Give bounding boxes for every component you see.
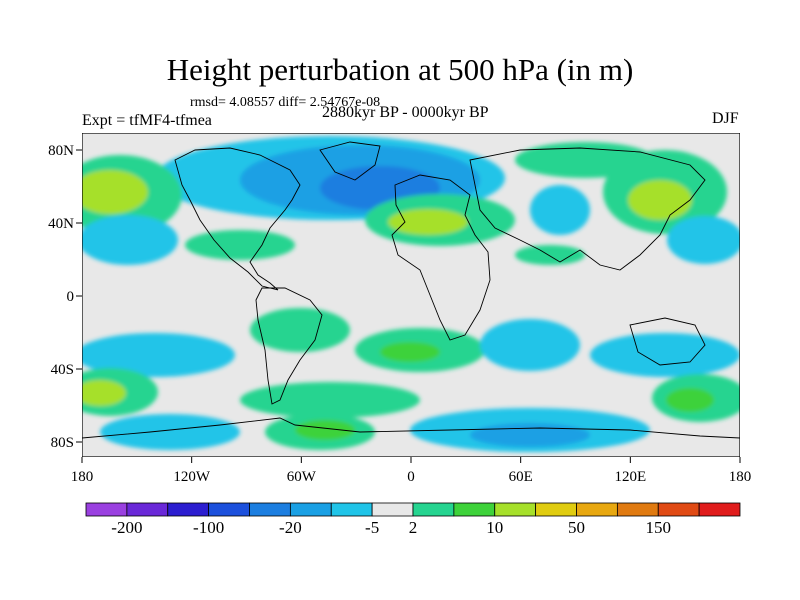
x-tick-label: 0 <box>407 469 415 485</box>
coastline-africa-europe <box>391 174 491 341</box>
experiment-label: Expt = tfMF4-tfmea <box>82 112 212 129</box>
x-tick-label: 60E <box>509 469 533 485</box>
x-tick-label: 120W <box>173 469 211 485</box>
colorbar-label: -100 <box>193 518 224 537</box>
y-tick-label: 0 <box>67 289 75 305</box>
colorbar-swatch <box>535 502 577 517</box>
contour-mediterranean-core <box>388 209 468 235</box>
contour-n-america-south <box>185 230 295 260</box>
y-tick-label: 40N <box>48 216 74 232</box>
colorbar-label: -200 <box>111 518 142 537</box>
coastline-south-america <box>255 287 323 405</box>
y-tick-label: 80S <box>51 435 74 451</box>
contour-s-atlantic-core <box>380 342 440 362</box>
colorbar-swatch <box>167 502 210 517</box>
contour-southern-ocean-east-core <box>666 388 714 412</box>
contour-n-pacific-east-core <box>628 180 692 220</box>
colorbar-label: 10 <box>486 518 503 537</box>
x-tick-label: 60W <box>287 469 317 485</box>
contour-s-indian <box>480 319 580 371</box>
colorbar-swatch <box>371 502 414 517</box>
chart-title: Height perturbation at 500 hPa (in m) <box>166 52 634 87</box>
colorbar-swatch <box>85 502 128 517</box>
coastline-asia <box>469 147 706 271</box>
contour-indian <box>515 245 585 265</box>
x-tick-label: 120E <box>614 469 646 485</box>
colorbar-swatch <box>249 502 291 517</box>
stats-label: rmsd= 4.08557 diff= 2.54767e-08 <box>190 95 381 110</box>
x-tick-label: 180 <box>729 469 752 485</box>
colorbar-swatch <box>616 502 659 517</box>
colorbar-swatch <box>126 502 169 517</box>
colorbar-swatch <box>289 502 332 517</box>
coastline-antarctica <box>82 417 740 439</box>
contour-n-pacific-south-west <box>82 215 178 265</box>
coastline-australia <box>629 317 706 366</box>
contour-antarctic-west <box>100 414 240 450</box>
colorbar-label: 2 <box>409 518 418 537</box>
coastlines <box>82 141 740 439</box>
contour-antarctic-central-core <box>295 420 355 440</box>
contour-n-pacific-west-core <box>82 170 148 214</box>
colorbar-label: 50 <box>568 518 585 537</box>
x-tick-label: 180 <box>71 469 94 485</box>
contour-siberia <box>515 142 655 178</box>
contour-antarctic-east-core <box>470 423 590 447</box>
colorbar-swatch <box>453 502 496 517</box>
colorbar-swatch <box>576 502 618 517</box>
axis-ticks: 180 120W 60W 0 60E 120E 180 80N 40N 0 40S 80S <box>48 143 751 485</box>
period-label: 2880kyr BP - 0000kyr BP <box>322 104 489 121</box>
colorbar-swatch <box>330 502 373 517</box>
coastline-north-america <box>174 147 301 291</box>
colorbar-swatch <box>494 502 537 517</box>
contour-n-pacific-south-east <box>667 216 740 264</box>
colorbar-swatch <box>412 502 455 517</box>
season-label: DJF <box>712 110 739 127</box>
colorbar-label: 150 <box>646 518 672 537</box>
colorbar-label: -5 <box>365 518 379 537</box>
colorbar: -200 -100 -20 -5 2 10 50 150 <box>85 502 741 537</box>
contour-drake <box>240 382 420 418</box>
contour-australia-south <box>590 333 740 377</box>
map-field <box>82 133 740 457</box>
colorbar-swatch <box>657 502 700 517</box>
contour-s-pacific-west <box>82 333 235 377</box>
coastline-greenland <box>319 141 381 181</box>
contour-central-asia <box>530 185 590 235</box>
contour-s-america-east <box>250 308 350 352</box>
y-tick-label: 80N <box>48 143 74 159</box>
y-tick-label: 40S <box>51 362 74 378</box>
colorbar-label: -20 <box>279 518 302 537</box>
colorbar-swatch <box>208 502 250 517</box>
contour-southern-ocean-west-core <box>82 380 126 406</box>
colorbar-swatch <box>698 502 741 517</box>
